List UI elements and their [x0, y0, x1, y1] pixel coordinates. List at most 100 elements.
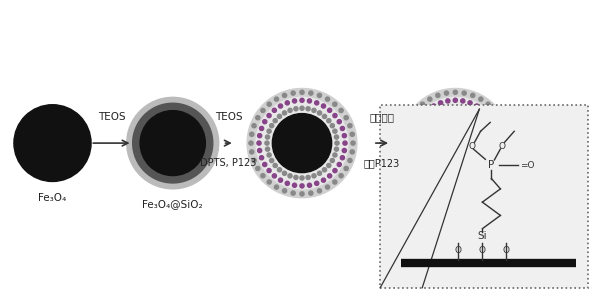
Ellipse shape: [272, 174, 277, 178]
Ellipse shape: [504, 132, 507, 136]
Ellipse shape: [486, 180, 490, 184]
Ellipse shape: [462, 191, 466, 195]
Ellipse shape: [249, 132, 254, 136]
Ellipse shape: [445, 191, 449, 195]
Ellipse shape: [439, 101, 443, 105]
Ellipse shape: [273, 163, 277, 167]
Ellipse shape: [447, 107, 451, 111]
Ellipse shape: [487, 135, 492, 139]
Ellipse shape: [294, 107, 298, 111]
Ellipse shape: [294, 175, 298, 179]
Ellipse shape: [461, 99, 465, 103]
Ellipse shape: [490, 119, 495, 124]
Ellipse shape: [428, 97, 432, 101]
Ellipse shape: [285, 181, 289, 185]
Ellipse shape: [416, 162, 420, 167]
Ellipse shape: [400, 89, 510, 198]
Ellipse shape: [426, 114, 485, 173]
Ellipse shape: [300, 98, 304, 102]
Ellipse shape: [263, 119, 267, 124]
Ellipse shape: [14, 105, 91, 181]
Ellipse shape: [300, 184, 304, 188]
Ellipse shape: [435, 93, 440, 97]
Ellipse shape: [348, 159, 352, 162]
Ellipse shape: [439, 181, 443, 185]
Ellipse shape: [312, 174, 316, 178]
Ellipse shape: [403, 132, 407, 136]
Ellipse shape: [283, 93, 287, 97]
Ellipse shape: [317, 189, 321, 193]
Text: TEOS: TEOS: [98, 112, 125, 122]
Ellipse shape: [504, 141, 509, 145]
Ellipse shape: [350, 150, 355, 154]
Ellipse shape: [333, 102, 337, 106]
Ellipse shape: [326, 97, 330, 101]
Ellipse shape: [488, 141, 492, 145]
Ellipse shape: [420, 169, 425, 173]
Ellipse shape: [414, 174, 419, 178]
Ellipse shape: [462, 91, 466, 95]
Ellipse shape: [465, 108, 469, 112]
Ellipse shape: [315, 181, 319, 185]
Ellipse shape: [283, 189, 287, 193]
Text: O: O: [479, 246, 486, 255]
Ellipse shape: [273, 119, 277, 123]
Ellipse shape: [484, 124, 487, 128]
Ellipse shape: [140, 111, 205, 176]
Ellipse shape: [337, 162, 341, 167]
Ellipse shape: [490, 162, 495, 167]
Ellipse shape: [333, 114, 337, 118]
Ellipse shape: [277, 114, 281, 119]
Ellipse shape: [484, 159, 487, 163]
Ellipse shape: [468, 181, 472, 185]
Ellipse shape: [468, 101, 472, 105]
Text: P: P: [488, 160, 495, 170]
Ellipse shape: [342, 134, 347, 138]
Ellipse shape: [459, 175, 463, 179]
Ellipse shape: [419, 135, 423, 139]
Ellipse shape: [267, 114, 271, 118]
Ellipse shape: [267, 102, 271, 106]
Ellipse shape: [321, 104, 326, 108]
FancyBboxPatch shape: [380, 105, 588, 288]
Ellipse shape: [292, 183, 297, 187]
Ellipse shape: [418, 141, 422, 145]
Ellipse shape: [475, 178, 479, 182]
Ellipse shape: [300, 192, 304, 196]
Ellipse shape: [420, 180, 425, 184]
Ellipse shape: [306, 107, 310, 111]
Ellipse shape: [426, 119, 431, 123]
Ellipse shape: [492, 174, 496, 178]
Ellipse shape: [431, 114, 435, 119]
Ellipse shape: [480, 163, 484, 167]
Ellipse shape: [471, 111, 475, 115]
Ellipse shape: [442, 174, 445, 178]
Ellipse shape: [501, 124, 506, 128]
Ellipse shape: [257, 141, 261, 145]
Ellipse shape: [431, 168, 435, 172]
Ellipse shape: [409, 116, 413, 120]
Ellipse shape: [300, 90, 304, 94]
Ellipse shape: [339, 108, 343, 113]
Ellipse shape: [423, 124, 427, 128]
Ellipse shape: [428, 185, 432, 189]
Ellipse shape: [327, 163, 331, 167]
Ellipse shape: [442, 108, 445, 112]
Ellipse shape: [432, 104, 436, 108]
Ellipse shape: [249, 141, 253, 145]
Text: TEOS: TEOS: [215, 112, 242, 122]
Ellipse shape: [318, 171, 321, 175]
Ellipse shape: [446, 183, 450, 187]
Ellipse shape: [318, 111, 321, 115]
Ellipse shape: [252, 124, 256, 128]
Ellipse shape: [420, 129, 425, 133]
Ellipse shape: [306, 175, 310, 179]
Ellipse shape: [498, 116, 501, 120]
Ellipse shape: [493, 156, 498, 160]
Text: 脱除P123: 脱除P123: [364, 158, 400, 168]
Ellipse shape: [321, 178, 326, 182]
Ellipse shape: [410, 97, 501, 189]
Ellipse shape: [476, 168, 480, 172]
Ellipse shape: [307, 99, 312, 103]
Ellipse shape: [340, 126, 344, 131]
